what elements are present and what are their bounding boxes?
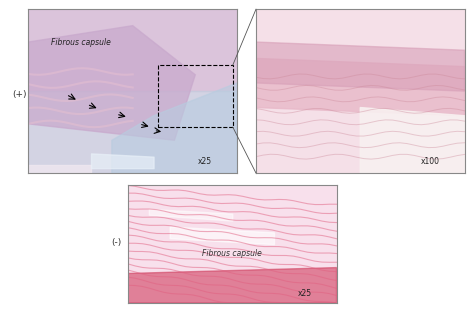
Text: (-): (-)	[111, 238, 122, 247]
Text: Fibrous capsule: Fibrous capsule	[202, 249, 262, 258]
Polygon shape	[256, 42, 465, 91]
Text: x25: x25	[198, 158, 212, 167]
Text: Fibrous capsule: Fibrous capsule	[51, 38, 110, 47]
Text: x100: x100	[420, 158, 439, 167]
Polygon shape	[28, 26, 195, 140]
Text: (+): (+)	[12, 90, 27, 99]
Polygon shape	[128, 268, 337, 303]
Bar	[28, 91, 237, 173]
Polygon shape	[112, 83, 237, 173]
Bar	[158, 65, 233, 127]
Polygon shape	[360, 108, 465, 173]
Bar	[28, 9, 237, 91]
Polygon shape	[256, 58, 465, 116]
Text: x25: x25	[297, 289, 311, 298]
